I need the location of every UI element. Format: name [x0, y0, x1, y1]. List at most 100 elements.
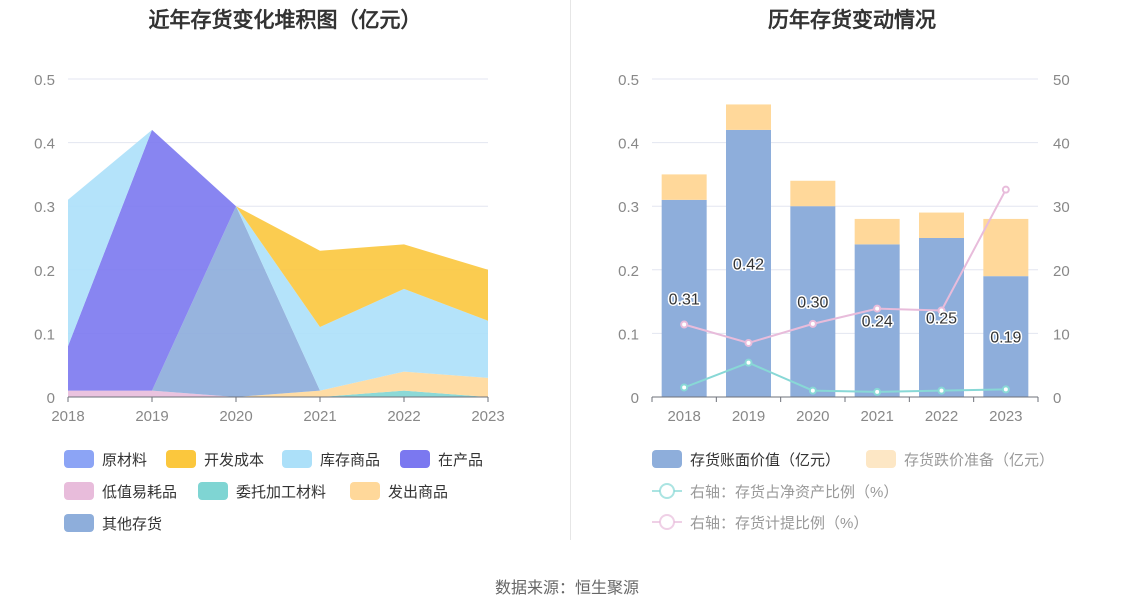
legend-label: 发出商品: [388, 484, 448, 501]
legend-label: 右轴：存货占净资产比例（%）: [690, 484, 898, 501]
legend-label: 委托加工材料: [236, 484, 326, 501]
legend-label: 原材料: [102, 452, 147, 469]
bar-impairment: [983, 218, 1029, 277]
line-point: [680, 383, 689, 392]
legend-label: 存货账面价值（亿元）: [690, 452, 840, 469]
x-tick-label: 2022: [925, 408, 958, 425]
data-source-note: 数据来源：恒生聚源: [494, 580, 639, 597]
x-tick-label: 2023: [471, 408, 504, 425]
legend-item: 右轴：存货计提比例（%）: [652, 514, 868, 532]
bar-book-value: [790, 206, 836, 397]
x-tick-label: 2018: [667, 408, 700, 425]
area-2: [68, 129, 488, 327]
legend-item: 低值易耗品: [64, 482, 177, 501]
y2-tick-label: 0: [1053, 390, 1061, 407]
legend-item: 其他存货: [64, 514, 162, 533]
legend-label: 库存商品: [320, 452, 380, 469]
bar-impairment: [726, 104, 771, 130]
y-tick-label: 0.4: [618, 136, 639, 153]
chart-divider: [570, 0, 571, 540]
area-6: [68, 390, 488, 397]
left-chart-title: 近年存货变化堆积图（亿元）: [148, 9, 422, 32]
x-tick-label: 2021: [860, 408, 893, 425]
y-tick-label: 0.5: [34, 72, 55, 89]
legend-item: 开发成本: [166, 450, 264, 469]
y2-tick-label: 50: [1053, 72, 1070, 89]
x-tick-label: 2022: [387, 408, 420, 425]
bar-data-label: 0.30: [797, 295, 828, 312]
legend-swatch: [198, 482, 228, 500]
y2-tick-label: 20: [1053, 263, 1070, 280]
legend-swatch: [166, 450, 196, 468]
bar-book-value: [919, 238, 964, 397]
x-tick-label: 2023: [989, 408, 1022, 425]
y-tick-label: 0: [47, 390, 55, 407]
legend-swatch: [64, 482, 94, 500]
area-3: [68, 129, 488, 391]
y-tick-label: 0.3: [618, 199, 639, 216]
line-series-1: [683, 361, 1006, 393]
bar-book-value: [854, 244, 900, 397]
y-tick-label: 0.2: [618, 263, 639, 280]
legend-label: 其他存货: [102, 516, 162, 533]
legend-swatch: [64, 514, 94, 532]
right-chart-title: 历年存货变动情况: [768, 9, 936, 32]
line-point: [1001, 385, 1010, 394]
area-8: [68, 206, 488, 397]
line-point: [808, 319, 817, 328]
legend-swatch: [652, 450, 682, 468]
line-point: [937, 386, 946, 395]
line-point: [744, 358, 753, 367]
bar-data-label: 0.31: [669, 291, 700, 308]
legend-item: 委托加工材料: [198, 482, 326, 501]
line-point: [1001, 185, 1010, 194]
x-tick-label: 2019: [732, 408, 765, 425]
legend-label: 右轴：存货计提比例（%）: [690, 515, 868, 532]
y-tick-label: 0.5: [618, 72, 639, 89]
legend-item: 在产品: [400, 450, 483, 469]
bar-book-value: [661, 199, 707, 397]
area-7: [68, 371, 488, 397]
bar-impairment: [919, 212, 964, 238]
y-tick-label: 0.2: [34, 263, 55, 280]
legend-item: 右轴：存货占净资产比例（%）: [652, 483, 898, 501]
x-tick-label: 2019: [135, 408, 168, 425]
area-4: [68, 129, 488, 391]
line-point: [873, 304, 882, 313]
line-point: [808, 386, 817, 395]
bar-data-label: 0.42: [733, 256, 764, 273]
y-tick-label: 0.1: [618, 326, 639, 343]
legend-swatch: [866, 450, 896, 468]
y-tick-label: 0.1: [34, 326, 55, 343]
y-tick-label: 0: [631, 390, 639, 407]
line-point: [937, 306, 946, 315]
line-point: [744, 338, 753, 347]
legend-label: 低值易耗品: [102, 484, 177, 501]
legend-label: 在产品: [438, 452, 483, 469]
bar-data-label: 0.24: [862, 314, 893, 331]
legend-swatch: [400, 450, 430, 468]
stacked-area-chart: 0 0.1 0.2 0.3 0.4 0.5 2018 2019 2020 2021 2022 2023…: [34, 72, 505, 533]
y2-tick-label: 10: [1053, 326, 1070, 343]
x-tick-label: 2018: [51, 408, 84, 425]
x-tick-label: 2020: [796, 408, 829, 425]
legend-label: 开发成本: [204, 452, 264, 469]
legend-label: 存货跌价准备（亿元）: [904, 452, 1054, 469]
x-tick-label: 2020: [219, 408, 252, 425]
legend-swatch: [350, 482, 380, 500]
line-series-2: [683, 189, 1007, 344]
bar-book-value: [983, 276, 1029, 397]
bar-impairment: [790, 180, 836, 207]
area-5: [68, 390, 488, 397]
y-tick-label: 0.4: [34, 136, 55, 153]
line-point: [873, 387, 882, 396]
legend-marker: [659, 514, 675, 530]
legend-item: 库存商品: [282, 450, 380, 469]
inventory-change-chart: 0 0.1 0.2 0.3 0.4 0.5 0 10 20 30 40 50 2018 2019 2020 2…: [618, 72, 1070, 532]
bar-impairment: [661, 174, 707, 200]
y2-tick-label: 30: [1053, 199, 1070, 216]
bar-book-value: [726, 129, 771, 397]
x-tick-label: 2021: [303, 408, 336, 425]
legend-item: 原材料: [64, 450, 147, 469]
